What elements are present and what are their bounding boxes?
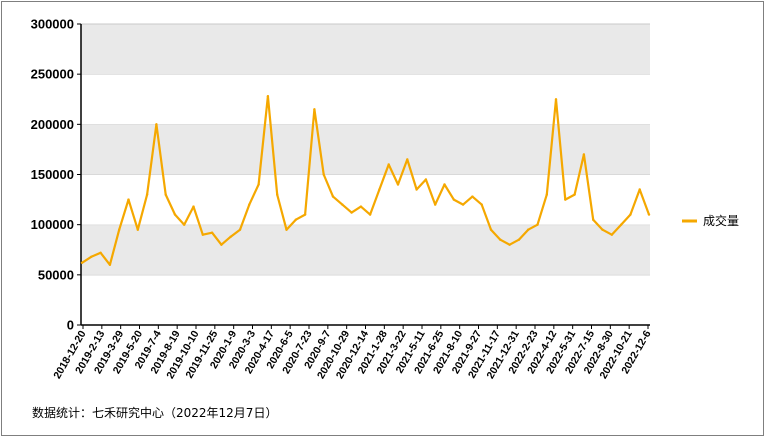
grid-band: [81, 74, 650, 125]
data-point: [303, 213, 307, 216]
data-point: [406, 158, 409, 161]
data-point: [452, 198, 455, 201]
y-tick-label: 200000: [31, 117, 74, 132]
data-point: [471, 195, 474, 198]
data-point: [313, 108, 316, 111]
data-point: [285, 228, 288, 231]
data-point: [592, 218, 595, 221]
y-tick-label: 250000: [31, 67, 74, 82]
data-point: [619, 223, 623, 226]
y-axis: 0 50000 100000 150000 200000 250000 300000: [31, 17, 82, 333]
data-point: [396, 183, 400, 186]
x-axis: 2018-12-202019-2-132019-3-292019-5-20201…: [51, 324, 654, 381]
y-tick-label: 150000: [31, 167, 74, 182]
data-point: [331, 195, 335, 198]
data-point: [573, 193, 576, 196]
data-point: [368, 213, 372, 216]
data-point: [545, 193, 548, 196]
data-point: [508, 243, 511, 246]
data-point: [517, 238, 521, 241]
y-tick-label: 100000: [31, 217, 74, 232]
data-point: [387, 163, 390, 166]
data-point: [610, 233, 613, 236]
data-point: [554, 98, 558, 101]
data-point: [564, 198, 567, 201]
data-point: [350, 211, 353, 214]
legend-label-volume: 成交量: [703, 213, 739, 228]
grid-band: [81, 124, 650, 175]
grid-band: [81, 24, 650, 75]
data-point: [434, 203, 437, 206]
data-point: [527, 228, 530, 231]
source-note: 数据统计：七禾研究中心（2022年12月7日）: [32, 405, 277, 420]
y-tick-label: 50000: [38, 267, 74, 282]
data-point: [359, 205, 363, 208]
data-point: [341, 203, 344, 206]
data-point: [536, 223, 539, 226]
data-point: [638, 188, 641, 191]
data-point: [192, 205, 195, 208]
data-point: [173, 213, 177, 216]
data-point: [99, 251, 102, 254]
grid-bands: [81, 23, 650, 325]
data-point: [127, 198, 130, 201]
plot-area: [80, 95, 651, 266]
data-point: [118, 228, 121, 231]
data-point: [257, 183, 260, 186]
legend: 成交量: [682, 213, 739, 228]
data-point: [164, 193, 167, 196]
data-point: [80, 261, 84, 264]
data-point: [322, 173, 325, 176]
data-point: [489, 228, 493, 231]
y-tick-label: 300000: [31, 17, 74, 32]
series-line-0: [81, 95, 651, 266]
data-point: [647, 213, 651, 216]
data-point: [601, 228, 604, 231]
data-point: [201, 233, 204, 236]
data-point: [294, 218, 297, 221]
data-point: [183, 223, 186, 226]
data-point: [443, 183, 446, 186]
data-point: [108, 263, 112, 266]
data-point: [499, 238, 502, 241]
data-point: [155, 123, 158, 126]
data-point: [136, 228, 139, 231]
data-point: [276, 193, 279, 196]
data-point: [90, 255, 93, 258]
data-point: [480, 203, 483, 206]
data-point: [378, 188, 381, 191]
grid-band: [81, 274, 650, 325]
data-point: [238, 228, 242, 231]
data-point: [210, 231, 214, 234]
data-point: [248, 203, 251, 206]
data-point: [424, 178, 428, 181]
data-point: [145, 193, 149, 196]
data-point: [582, 153, 586, 156]
data-point: [266, 95, 270, 98]
y-tick-label: 0: [67, 318, 74, 333]
data-point: [461, 203, 465, 206]
data-point: [629, 213, 632, 216]
data-point: [220, 243, 223, 246]
data-point: [229, 235, 232, 238]
data-point: [415, 188, 418, 191]
grid-band: [81, 224, 650, 275]
